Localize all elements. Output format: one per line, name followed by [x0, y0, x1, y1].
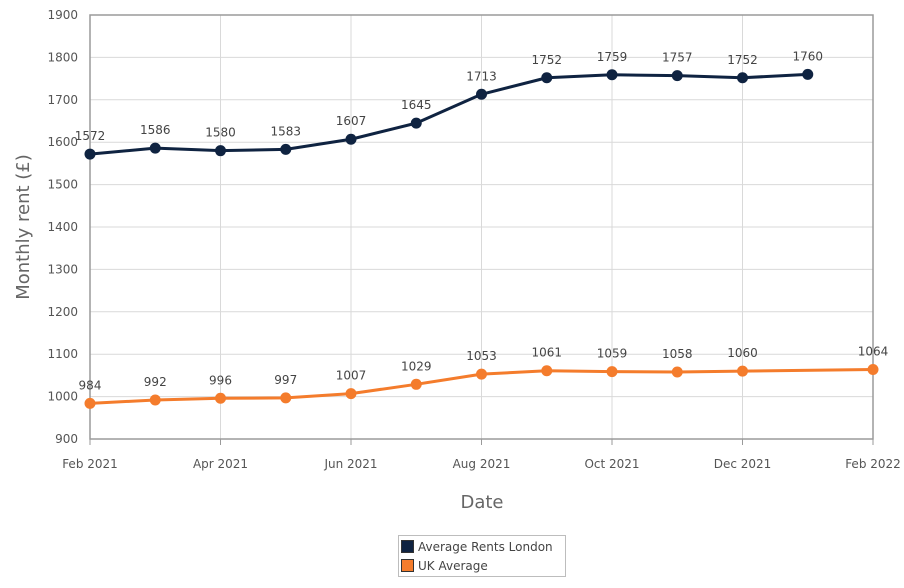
data-label-london: 1572: [75, 129, 106, 143]
data-point-london[interactable]: [671, 70, 683, 82]
series-london: 1572 1586 1580 1583 1607 1645 1713 1752 1759 1757…: [75, 49, 823, 160]
data-point-london[interactable]: [737, 72, 748, 84]
y-tick-label: 1400: [47, 220, 78, 234]
data-point-uk[interactable]: [280, 392, 292, 404]
y-tick-label: 1300: [47, 262, 78, 276]
data-point-london[interactable]: [280, 143, 292, 155]
data-point-london[interactable]: [606, 69, 618, 81]
data-label-london: 1760: [792, 49, 823, 63]
line-chart: 9001000110012001300140015001600170018001…: [13, 8, 901, 513]
data-label-london: 1759: [597, 50, 628, 64]
y-axis-title: Monthly rent (£): [13, 154, 34, 300]
data-point-uk[interactable]: [149, 394, 161, 406]
data-point-uk[interactable]: [215, 392, 226, 404]
series-line-uk: [89, 367, 874, 405]
data-label-uk: 996: [209, 373, 232, 387]
data-label-london: 1583: [270, 124, 301, 138]
data-label-london: 1752: [531, 53, 562, 67]
data-label-london: 1645: [401, 98, 432, 112]
y-axis-ticks: 900 1000 1100 1200 1300 1400 1500 1600 1700 1800 1…: [47, 8, 78, 446]
data-point-uk[interactable]: [671, 366, 683, 378]
x-axis-ticks: Feb 2021 Apr 2021 Jun 2021 Aug 2021 Oct 2021…: [62, 439, 901, 471]
x-tick-label: Feb 2021: [62, 457, 118, 471]
y-tick-label: 1200: [47, 305, 78, 319]
legend-label-uk: UK Average: [418, 558, 488, 573]
legend-item-uk[interactable]: UK Average: [401, 556, 563, 575]
data-label-london: 1580: [205, 126, 236, 140]
chart-series: 1572 1586 1580 1583 1607 1645 1713 1752 1759 1757…: [75, 49, 889, 409]
y-tick-label: 1000: [47, 390, 78, 404]
data-label-london: 1607: [336, 114, 367, 128]
data-point-uk[interactable]: [410, 378, 422, 390]
data-label-uk: 1061: [531, 346, 562, 360]
y-tick-label: 1500: [47, 178, 78, 192]
data-label-uk: 992: [144, 375, 167, 389]
data-label-london: 1713: [466, 69, 497, 83]
x-tick-label: Dec 2021: [714, 457, 772, 471]
data-label-uk: 1060: [727, 346, 758, 360]
y-tick-label: 900: [55, 432, 78, 446]
data-label-uk: 997: [274, 373, 297, 387]
data-point-london[interactable]: [476, 88, 487, 100]
y-tick-label: 1700: [47, 93, 78, 107]
x-axis-title: Date: [460, 492, 503, 513]
y-tick-label: 1800: [47, 50, 78, 64]
y-tick-label: 1900: [47, 8, 78, 22]
legend-label-london: Average Rents London: [418, 539, 553, 554]
data-label-uk: 1007: [336, 369, 367, 383]
series-line-london: [89, 72, 808, 156]
data-label-london: 1752: [727, 53, 758, 67]
data-point-london[interactable]: [802, 68, 814, 80]
x-tick-label: Feb 2022: [845, 457, 901, 471]
x-tick-label: Aug 2021: [453, 457, 511, 471]
data-label-uk: 1058: [662, 347, 693, 361]
data-label-uk: 1059: [597, 347, 628, 361]
y-tick-label: 1600: [47, 135, 78, 149]
data-point-uk[interactable]: [345, 388, 357, 400]
data-point-uk[interactable]: [476, 368, 487, 380]
data-point-london[interactable]: [345, 133, 357, 145]
data-label-uk: 1064: [858, 344, 889, 358]
legend-item-london[interactable]: Average Rents London: [401, 537, 563, 556]
legend-swatch-uk: [401, 559, 414, 572]
data-label-london: 1586: [140, 123, 171, 137]
x-tick-label: Jun 2021: [323, 457, 377, 471]
legend-swatch-london: [401, 540, 414, 553]
data-point-london[interactable]: [149, 142, 161, 154]
data-point-uk[interactable]: [737, 365, 748, 377]
data-label-uk: 984: [79, 378, 102, 392]
x-tick-label: Apr 2021: [193, 457, 248, 471]
data-point-uk[interactable]: [541, 365, 553, 377]
y-tick-label: 1100: [47, 347, 78, 361]
data-label-london: 1757: [662, 51, 693, 65]
data-point-london[interactable]: [215, 145, 226, 157]
data-label-uk: 1053: [466, 349, 497, 363]
series-uk: 984 992 996 997 1007 1029 1053 1061 1059 1058 1060…: [79, 344, 889, 409]
chart-legend: Average Rents London UK Average: [398, 535, 566, 577]
data-point-uk[interactable]: [606, 366, 618, 378]
data-point-london[interactable]: [410, 117, 422, 129]
data-point-london[interactable]: [541, 72, 553, 84]
data-point-london[interactable]: [84, 148, 96, 160]
data-point-uk[interactable]: [867, 363, 879, 375]
data-label-uk: 1029: [401, 359, 432, 373]
x-tick-label: Oct 2021: [584, 457, 639, 471]
data-point-uk[interactable]: [84, 397, 96, 409]
